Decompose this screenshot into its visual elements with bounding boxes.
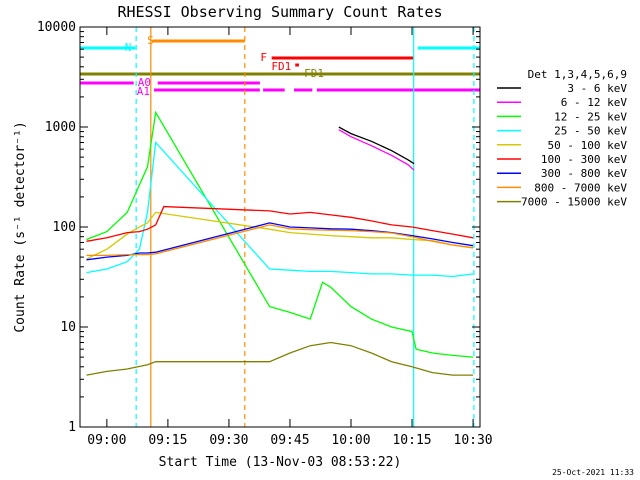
legend-label-7: 800 - 7000 keV	[534, 181, 627, 194]
y-tick-label-1: 10	[60, 320, 76, 335]
legend-label-5: 100 - 300 keV	[541, 153, 627, 166]
legend-label-1: 6 - 12 keV	[561, 96, 628, 109]
series-line-2	[86, 110, 474, 358]
flag-label-n-0: N	[125, 41, 132, 54]
series-line-5	[86, 205, 474, 242]
legend-label-2: 12 - 25 keV	[554, 110, 627, 123]
series-line-0	[338, 126, 415, 165]
series-layer	[86, 110, 474, 376]
y-tick-label-2: 100	[53, 220, 76, 235]
legend-title: Det 1,3,4,5,6,9	[528, 68, 627, 81]
series-line-7	[86, 224, 474, 257]
series-line-4	[86, 211, 474, 260]
flag-label-s-1: S	[147, 34, 154, 47]
x-tick-label-3: 09:45	[270, 433, 309, 448]
y-tick-label-4: 10000	[37, 20, 76, 35]
x-axis-ticks: 09:00 09:15 09:30 09:45 10:00 10:15 10:30	[87, 27, 493, 448]
legend-label-8: 7000 - 15000 keV	[521, 196, 627, 209]
y-axis-ticks: 1 10 100 1000 10000	[37, 20, 480, 435]
series-line-1	[338, 129, 415, 171]
flag-label-a1-6: A1	[137, 85, 150, 98]
x-tick-label-1: 09:15	[148, 433, 187, 448]
legend-label-3: 25 - 50 keV	[554, 125, 627, 138]
flag-label-fd1-4: FD1	[304, 67, 324, 80]
chart-title: RHESSI Observing Summary Count Rates	[117, 3, 442, 21]
y-axis-label: Count Rate (s⁻¹ detector⁻¹)	[13, 121, 28, 332]
x-axis-label: Start Time (13-Nov-03 08:53:22)	[159, 455, 402, 470]
footer-timestamp: 25-Oct-2021 11:33	[552, 468, 634, 477]
x-tick-label-2: 09:30	[209, 433, 248, 448]
x-tick-label-6: 10:30	[454, 433, 493, 448]
flag-label-fd1-3: FD1	[271, 60, 291, 73]
y-tick-label-0: 1	[68, 420, 76, 435]
flag-label-f-2: F	[260, 51, 267, 64]
series-line-8	[86, 341, 474, 376]
x-tick-label-5: 10:15	[392, 433, 431, 448]
x-tick-label-4: 10:00	[331, 433, 370, 448]
x-tick-label-0: 09:00	[87, 433, 126, 448]
legend-label-4: 50 - 100 keV	[548, 139, 628, 152]
flag-label-a0-5: A0	[138, 76, 151, 89]
legend-label-0: 3 - 6 keV	[567, 82, 627, 95]
legend-label-6: 300 - 800 keV	[541, 167, 627, 180]
y-tick-label-3: 1000	[45, 120, 76, 135]
series-line-6	[86, 222, 474, 261]
